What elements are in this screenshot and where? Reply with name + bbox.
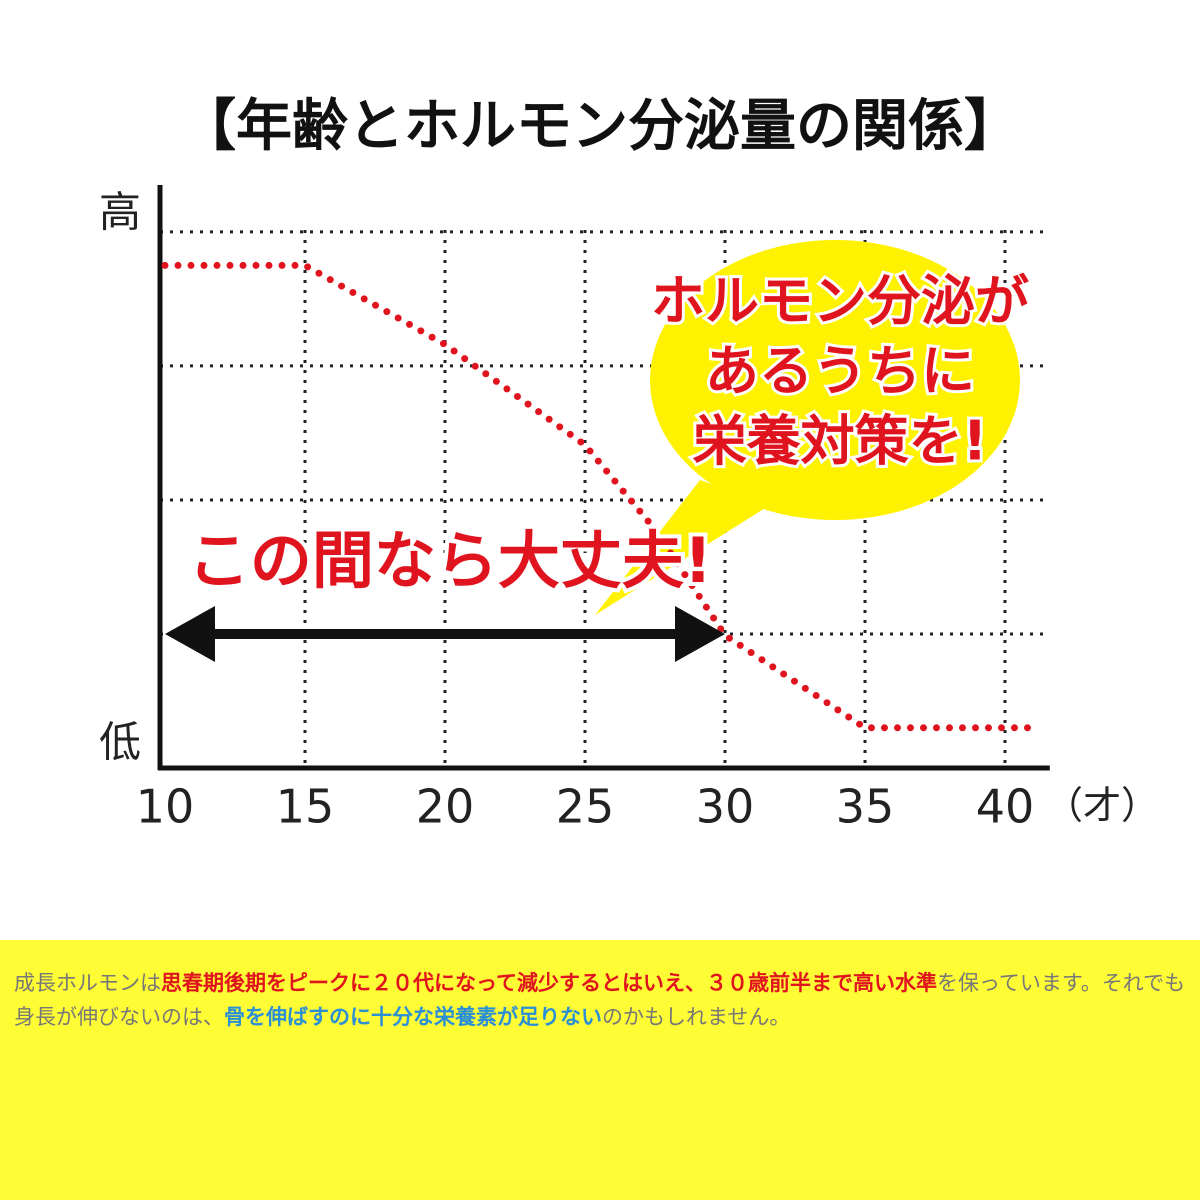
x-tick-label: 15 xyxy=(276,780,335,834)
bubble-text: 栄養対策を! xyxy=(693,410,988,473)
chart-title: 【年齢とホルモン分泌量の関係】 xyxy=(180,94,1020,159)
x-tick-label: 35 xyxy=(836,780,895,834)
caption-text: 成長ホルモンは xyxy=(14,971,161,995)
data-line xyxy=(161,261,1044,732)
caption: 成長ホルモンは思春期後期をピークに２０代になって減少するとはいえ、３０歳前半まで… xyxy=(0,940,1200,1200)
caption-text: 骨を伸ばすのに十分な栄養素が足りない xyxy=(224,1005,602,1029)
bubble-text: ホルモン分泌が xyxy=(651,270,1029,333)
chart: 【年齢とホルモン分泌量の関係】 高 低 10 15 20 25 30 35 40 （才） ホルモ… xyxy=(99,94,1159,834)
caption-text: のかもしれません。 xyxy=(602,1005,791,1029)
bubble-shape xyxy=(595,480,770,615)
arrow-head xyxy=(675,605,725,662)
arrow-head xyxy=(165,605,215,662)
bubble-shape xyxy=(650,240,1020,520)
y-high-label: 高 xyxy=(99,188,141,237)
x-tick-label: 30 xyxy=(696,780,755,834)
x-tick-label: 40 xyxy=(976,780,1035,834)
x-tick-label: 25 xyxy=(556,780,615,834)
x-unit: （才） xyxy=(1045,784,1159,828)
range-label: この間なら大丈夫! xyxy=(188,524,712,597)
x-tick-label: 10 xyxy=(136,780,195,834)
bubble-text: あるうちに xyxy=(705,340,975,403)
caption-text: を保っています。それでも身長が伸びないのは、 xyxy=(14,971,1186,1029)
x-tick-label: 20 xyxy=(416,780,475,834)
y-low-label: 低 xyxy=(99,718,141,767)
caption-text: 思春期後期をピークに２０代になって減少するとはいえ、３０歳前半まで高い水準 xyxy=(161,971,937,995)
